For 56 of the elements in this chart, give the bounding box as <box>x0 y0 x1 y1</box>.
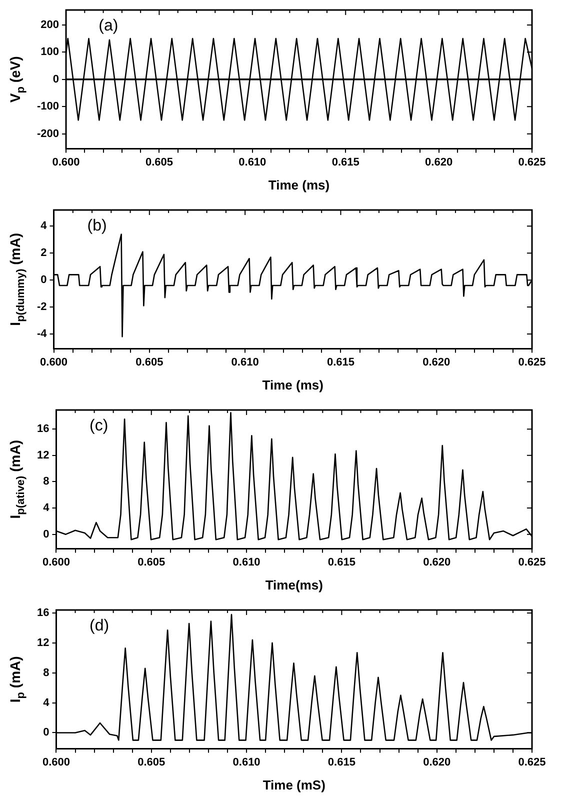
x-tick-label: 0.615 <box>332 156 360 168</box>
x-tick-label: 0.625 <box>518 556 546 568</box>
y-tick-label: -100 <box>36 100 60 113</box>
y-axis-title: Ip(ative) (mA) <box>6 440 27 519</box>
x-tick-label: 0.600 <box>42 556 70 568</box>
y-axis-title: Ip (mA) <box>6 656 27 703</box>
y-axis-title: Vp (eV) <box>6 56 27 103</box>
x-tick-label: 0.615 <box>328 556 356 568</box>
x-tick-label: 0.625 <box>518 156 546 168</box>
x-tick-label: 0.625 <box>518 356 546 368</box>
x-tick-label: 0.605 <box>136 356 164 368</box>
y-tick-label: 4 <box>43 696 50 709</box>
x-tick-label: 0.600 <box>42 756 70 768</box>
x-tick-label: 0.620 <box>423 556 451 568</box>
x-tick-label: 0.610 <box>232 756 260 768</box>
y-tick-label: 12 <box>36 449 50 462</box>
x-tick-label: 0.615 <box>328 756 356 768</box>
y-tick-label: 8 <box>43 476 50 488</box>
y-tick-label: 4 <box>43 502 50 514</box>
y-tick-label: -2 <box>37 301 47 314</box>
y-tick-label: 0 <box>40 274 47 286</box>
y-tick-label: 16 <box>36 607 50 620</box>
x-tick-label: 0.620 <box>422 356 450 368</box>
x-axis-title: Time (ms) <box>268 178 330 193</box>
x-axis-title: Time (mS) <box>262 778 326 793</box>
x-tick-label: 0.600 <box>52 156 80 168</box>
y-tick-label: 0 <box>43 528 50 540</box>
x-axis-title: Time(ms) <box>265 578 323 593</box>
annotation: (a) <box>98 17 118 34</box>
y-tick-label: -4 <box>37 328 48 340</box>
y-tick-label: 4 <box>40 220 48 232</box>
x-tick-label: 0.620 <box>425 156 453 168</box>
x-tick-label: 0.605 <box>138 556 166 568</box>
x-tick-label: 0.605 <box>145 156 173 168</box>
y-tick-label: 12 <box>36 636 50 649</box>
y-tick-label: 200 <box>40 19 60 31</box>
y-tick-label: 8 <box>43 666 50 679</box>
y-tick-label: 2 <box>40 247 47 260</box>
y-axis-title: Ip(dummy) (mA) <box>6 232 27 326</box>
x-tick-label: 0.610 <box>232 556 260 568</box>
y-tick-label: 0 <box>52 73 60 86</box>
x-tick-label: 0.615 <box>326 356 354 368</box>
x-tick-label: 0.620 <box>423 756 451 768</box>
annotation: (d) <box>90 617 110 634</box>
y-tick-label: 16 <box>36 423 50 436</box>
y-tick-label: -200 <box>36 128 60 140</box>
x-tick-label: 0.610 <box>238 156 266 168</box>
annotation: (b) <box>87 217 107 234</box>
x-tick-label: 0.625 <box>518 756 546 768</box>
x-tick-label: 0.610 <box>231 356 259 368</box>
x-tick-label: 0.605 <box>138 756 166 768</box>
annotation: (c) <box>90 417 108 434</box>
x-axis-title: Time (ms) <box>262 378 324 393</box>
y-tick-label: 0 <box>43 726 50 739</box>
y-tick-label: 100 <box>40 46 60 58</box>
x-tick-label: 0.600 <box>40 356 68 368</box>
